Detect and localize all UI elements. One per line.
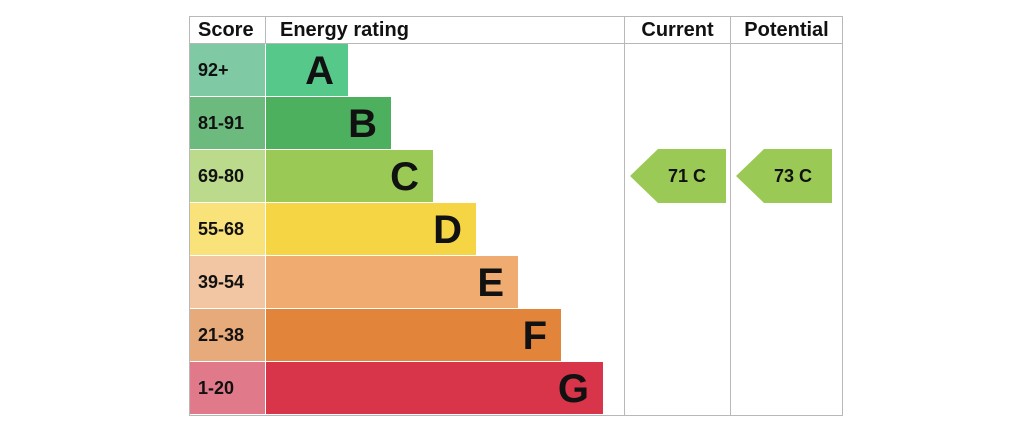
- rating-bar-f: F: [266, 309, 561, 361]
- rating-letter-a: A: [305, 49, 334, 93]
- potential-rating-label: 73 C: [773, 166, 813, 186]
- header-score: Score: [198, 19, 254, 41]
- rating-letter-g: G: [557, 367, 589, 411]
- rating-letter-f: F: [522, 314, 547, 358]
- rating-bar-b: B: [266, 97, 391, 149]
- rating-letter-d: D: [433, 208, 462, 252]
- rating-bar-d: D: [266, 203, 476, 255]
- rating-bar-c: C: [266, 150, 433, 202]
- score-range-c: 69-80: [190, 150, 265, 202]
- grid-left-line: [189, 16, 190, 416]
- grid-potential-left: [730, 16, 731, 416]
- score-range-d: 55-68: [190, 203, 265, 255]
- rating-bar-e: E: [266, 256, 518, 308]
- header-energy-rating: Energy rating: [280, 19, 409, 41]
- current-rating-arrow: 71 C: [630, 149, 726, 203]
- rating-letter-e: E: [477, 261, 504, 305]
- grid-bottom-line: [189, 415, 843, 416]
- rating-bar-a: A: [266, 44, 348, 96]
- rating-bar-g: G: [266, 362, 603, 414]
- header-current: Current: [641, 19, 714, 41]
- rating-letter-b: B: [348, 102, 377, 146]
- grid-right-line: [842, 16, 843, 416]
- current-rating-label: 71 C: [667, 166, 707, 186]
- score-range-a: 92+: [190, 44, 265, 96]
- score-range-g: 1-20: [190, 362, 265, 414]
- grid-current-left: [624, 16, 625, 416]
- grid-score-divider: [265, 16, 266, 44]
- grid-top-line: [189, 16, 843, 17]
- header-potential: Potential: [744, 19, 829, 41]
- potential-rating-arrow: 73 C: [736, 149, 832, 203]
- score-range-b: 81-91: [190, 97, 265, 149]
- current-arrow-shape: [630, 149, 726, 203]
- potential-arrow-shape: [736, 149, 832, 203]
- score-range-e: 39-54: [190, 256, 265, 308]
- score-range-f: 21-38: [190, 309, 265, 361]
- rating-letter-c: C: [390, 155, 419, 199]
- grid-header-line: [189, 43, 843, 44]
